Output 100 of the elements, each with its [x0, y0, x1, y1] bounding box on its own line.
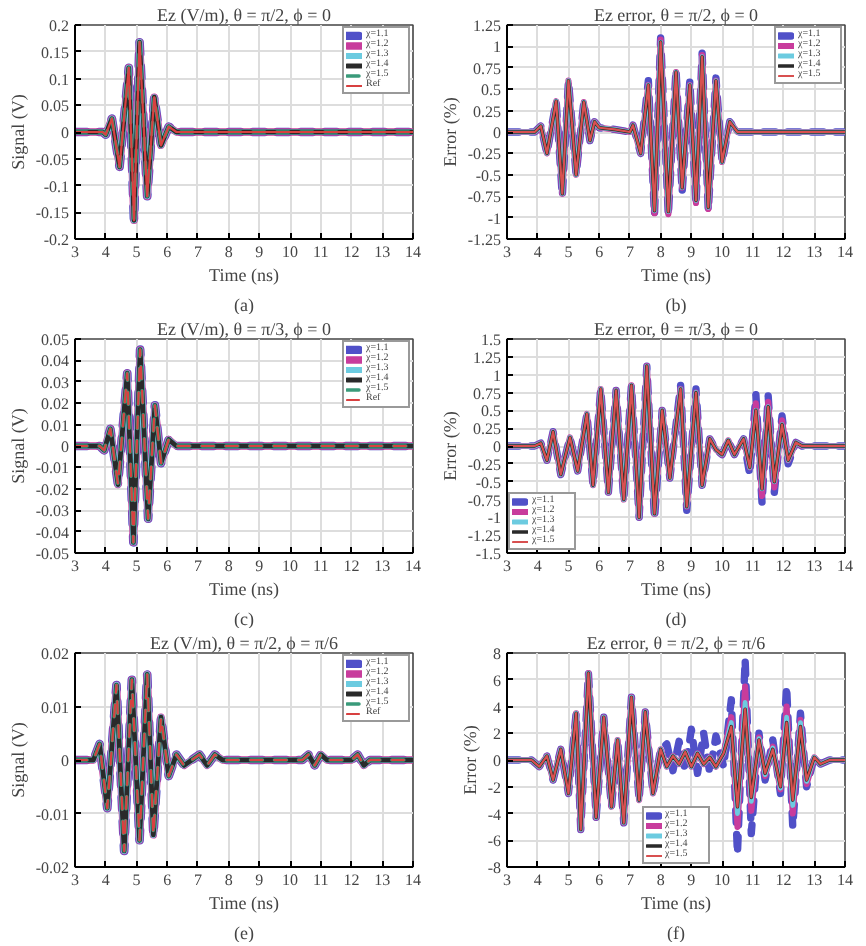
x-tick-label: 13 — [806, 243, 823, 261]
y-tick-label: -0.5 — [475, 166, 502, 185]
x-tick-label: 11 — [313, 243, 329, 261]
x-tick-label: 12 — [775, 243, 792, 261]
x-tick-label: 6 — [163, 557, 172, 575]
x-tick-label: 6 — [595, 557, 604, 575]
y-tick-label: 0.05 — [41, 331, 69, 349]
y-tick-label: -2 — [487, 778, 502, 797]
x-tick-label: 12 — [343, 871, 360, 889]
y-tick-label: -0.5 — [475, 473, 502, 492]
y-tick-label: -0.01 — [35, 459, 70, 478]
x-tick-label: 13 — [374, 243, 391, 261]
y-tick-label: 0.01 — [41, 698, 69, 717]
y-tick-label: -0.05 — [35, 150, 70, 169]
x-tick-label: 11 — [745, 557, 761, 575]
y-tick-label: 0.01 — [41, 416, 69, 435]
y-tick-label: 0 — [493, 752, 501, 770]
y-tick-label: -4 — [487, 805, 502, 824]
x-axis-title: Time (ns) — [641, 579, 711, 599]
x-tick-label: 14 — [837, 243, 853, 261]
y-tick-label: -1.25 — [467, 527, 502, 546]
y-tick-label: 0.15 — [41, 43, 69, 62]
x-tick-label: 4 — [533, 871, 542, 889]
x-tick-label: 11 — [313, 871, 329, 889]
y-tick-label: 1.5 — [481, 331, 501, 349]
x-tick-label: 12 — [775, 871, 792, 889]
y-tick-label: 0.2 — [49, 17, 69, 35]
y-tick-label: 0 — [61, 438, 69, 456]
x-axis-title: Time (ns) — [641, 265, 711, 285]
y-tick-label: 1 — [493, 38, 501, 57]
y-tick-label: -0.02 — [35, 480, 70, 499]
x-tick-label: 11 — [313, 557, 329, 575]
chart-title: Ez error, θ = π/3, ϕ = 0 — [593, 319, 760, 339]
chart-title: Ez (V/m), θ = π/3, ϕ = 0 — [157, 319, 332, 339]
y-tick-label: 0.04 — [41, 352, 69, 371]
y-tick-label: 0.75 — [473, 59, 501, 78]
x-tick-label: 9 — [255, 243, 264, 261]
x-tick-label: 9 — [687, 557, 696, 575]
y-tick-label: 0 — [493, 438, 501, 456]
y-tick-label: -0.15 — [35, 204, 70, 223]
x-tick-label: 5 — [132, 557, 141, 575]
x-tick-label: 7 — [193, 243, 202, 261]
x-tick-label: 4 — [101, 243, 110, 261]
x-tick-label: 9 — [255, 557, 264, 575]
x-tick-label: 3 — [503, 871, 511, 889]
y-tick-label: 0.05 — [41, 97, 69, 116]
x-tick-label: 8 — [224, 557, 233, 575]
x-tick-label: 7 — [193, 871, 202, 889]
x-tick-label: 6 — [595, 243, 604, 261]
x-tick-label: 3 — [71, 871, 79, 889]
y-tick-label: -0.75 — [467, 188, 502, 207]
x-tick-label: 14 — [405, 871, 421, 889]
x-tick-label: 4 — [101, 557, 110, 575]
chart-title: Ez error, θ = π/2, ϕ = π/6 — [586, 633, 767, 653]
x-tick-label: 6 — [595, 871, 604, 889]
y-tick-label: 0 — [61, 752, 69, 770]
x-tick-label: 4 — [533, 557, 542, 575]
y-tick-label: -0.02 — [35, 859, 70, 877]
y-tick-label: 0.02 — [41, 645, 69, 663]
x-tick-label: 9 — [255, 871, 264, 889]
x-tick-label: 5 — [132, 243, 141, 261]
x-axis-title: Time (ns) — [209, 579, 279, 599]
y-tick-label: -0.05 — [35, 545, 70, 563]
y-tick-label: -8 — [487, 859, 502, 877]
x-tick-label: 8 — [656, 243, 665, 261]
x-tick-label: 5 — [132, 871, 141, 889]
x-tick-label: 4 — [101, 871, 110, 889]
x-tick-label: 10 — [282, 243, 299, 261]
x-tick-label: 14 — [837, 557, 853, 575]
y-tick-label: 4 — [493, 698, 501, 717]
x-tick-label: 14 — [405, 243, 421, 261]
y-axis-title: Signal (V) — [7, 408, 28, 484]
y-tick-label: 0.5 — [481, 81, 501, 100]
x-tick-label: 9 — [687, 871, 696, 889]
y-axis-title: Error (%) — [459, 725, 480, 795]
x-axis-title: Time (ns) — [641, 893, 711, 913]
y-axis-title: Signal (V) — [7, 722, 28, 798]
y-tick-label: -1.25 — [467, 231, 502, 249]
x-tick-label: 11 — [745, 243, 761, 261]
chart-title: Ez (V/m), θ = π/2, ϕ = 0 — [157, 5, 332, 25]
chart-title: Ez error, θ = π/2, ϕ = 0 — [593, 5, 760, 25]
y-tick-label: 0.25 — [473, 420, 501, 439]
x-tick-label: 7 — [625, 557, 634, 575]
x-tick-label: 5 — [564, 243, 573, 261]
y-tick-label: -1 — [487, 509, 502, 528]
y-tick-label: 0.03 — [41, 373, 69, 392]
x-tick-label: 7 — [625, 871, 634, 889]
x-tick-label: 13 — [806, 557, 823, 575]
x-tick-label: 13 — [374, 557, 391, 575]
y-axis-title: Error (%) — [439, 97, 460, 167]
x-tick-label: 12 — [343, 243, 360, 261]
y-tick-label: 0.25 — [473, 102, 501, 121]
y-tick-label: -0.03 — [35, 502, 70, 521]
x-tick-label: 10 — [282, 871, 299, 889]
y-tick-label: 1.25 — [473, 17, 501, 35]
y-tick-label: 2 — [493, 725, 501, 744]
y-tick-label: 0 — [61, 124, 69, 142]
y-tick-label: 0.75 — [473, 384, 501, 403]
x-tick-label: 8 — [656, 557, 665, 575]
chart-title: Ez (V/m), θ = π/2, ϕ = π/6 — [149, 633, 340, 653]
